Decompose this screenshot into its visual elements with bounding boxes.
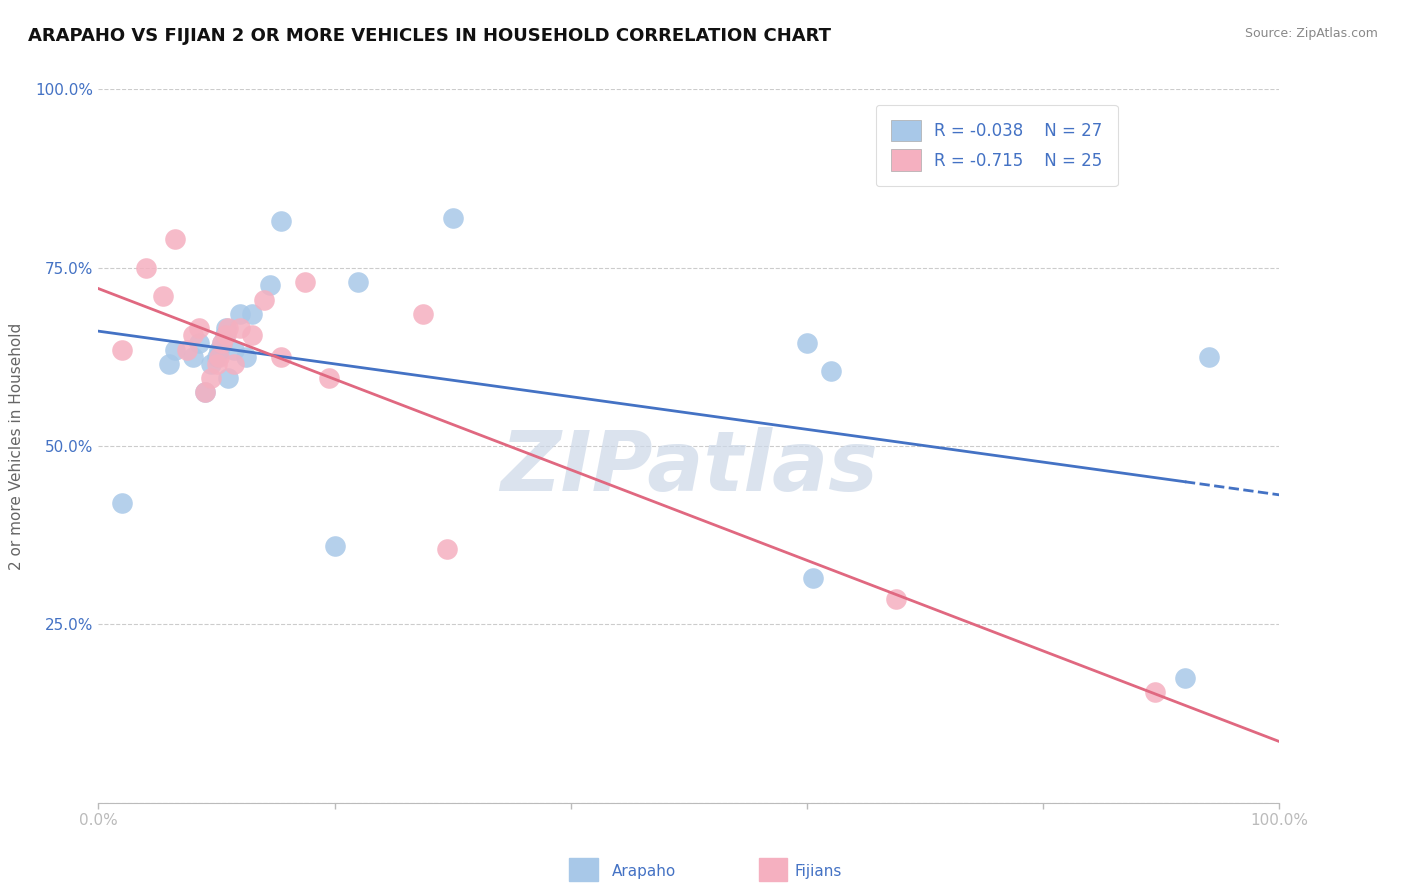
Point [240,307,263,321]
Point [820,364,842,378]
Point [884,592,907,607]
Point [1198,350,1220,364]
Point [318,371,340,385]
Point [347,275,370,289]
Point [412,307,434,321]
Point [224,357,246,371]
Point [152,289,174,303]
Point [436,542,458,557]
Point [217,371,239,385]
Point [323,539,346,553]
Point [194,385,217,400]
Point [165,232,187,246]
Point [135,260,157,275]
Point [240,328,263,343]
Text: ARAPAHO VS FIJIAN 2 OR MORE VEHICLES IN HOUSEHOLD CORRELATION CHART: ARAPAHO VS FIJIAN 2 OR MORE VEHICLES IN … [28,27,831,45]
Point [801,571,824,585]
Point [441,211,464,225]
Point [224,343,246,357]
Text: Fijians: Fijians [794,863,842,879]
Text: ZIPatlas: ZIPatlas [501,427,877,508]
Point [194,385,217,400]
Point [253,293,276,307]
Point [215,328,238,343]
Point [214,328,236,343]
Point [111,496,134,510]
Point [165,343,187,357]
Point [294,275,316,289]
Point [200,357,222,371]
Point [187,335,209,350]
Point [235,350,257,364]
Point [187,321,209,335]
Point [270,350,292,364]
Point [205,350,228,364]
Point [208,343,231,357]
Point [111,343,134,357]
Text: Source: ZipAtlas.com: Source: ZipAtlas.com [1244,27,1378,40]
Point [217,321,239,335]
Point [157,357,180,371]
Point [1144,685,1167,699]
Y-axis label: 2 or more Vehicles in Household: 2 or more Vehicles in Household [10,322,24,570]
Point [270,214,292,228]
Point [1174,671,1197,685]
Point [181,350,204,364]
Text: Arapaho: Arapaho [612,863,676,879]
Point [215,321,238,335]
Point [259,278,281,293]
Point [796,335,818,350]
Legend: R = -0.038    N = 27, R = -0.715    N = 25: R = -0.038 N = 27, R = -0.715 N = 25 [876,104,1118,186]
Point [200,371,222,385]
Point [229,307,252,321]
Point [176,343,198,357]
Point [211,335,233,350]
Point [181,328,204,343]
Point [211,335,233,350]
Point [229,321,252,335]
Point [208,350,231,364]
Point [205,357,228,371]
